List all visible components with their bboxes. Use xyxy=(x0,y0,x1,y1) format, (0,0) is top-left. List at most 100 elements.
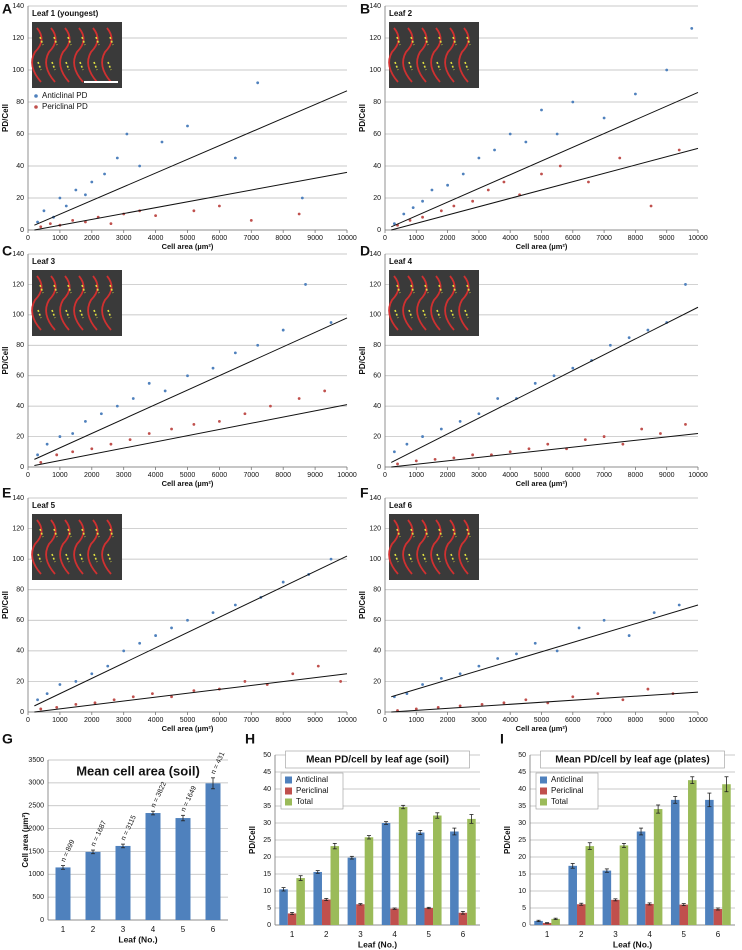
cell-outline xyxy=(87,275,99,331)
y-tick-label: 100 xyxy=(12,312,24,319)
y-axis-label: PD/Cell xyxy=(1,104,10,132)
y-tick-label: 80 xyxy=(373,587,381,594)
x-tick-label: 5000 xyxy=(534,717,550,724)
cell-outline xyxy=(416,519,428,575)
cell-outline xyxy=(388,275,400,331)
scatter-point xyxy=(233,603,237,607)
pd-marks xyxy=(93,284,100,319)
x-tick-label: 1000 xyxy=(52,235,68,242)
scatter-point xyxy=(131,397,135,400)
scatter-point xyxy=(163,389,167,393)
scatter-point xyxy=(39,707,43,711)
x-tick-label: 6 xyxy=(211,925,216,934)
scatter-point xyxy=(496,397,500,400)
cell-outline xyxy=(416,27,428,83)
scatter-point xyxy=(71,432,75,435)
legend-swatch xyxy=(285,798,292,806)
scatter-point xyxy=(291,672,295,676)
y-tick-label: 5 xyxy=(267,905,271,912)
bar xyxy=(542,922,552,925)
scatter-point xyxy=(192,423,196,426)
scatter-point xyxy=(323,389,327,393)
scatter-point xyxy=(508,132,512,136)
cell-outline xyxy=(444,519,456,575)
y-tick-label: 20 xyxy=(263,854,271,861)
cell-outline xyxy=(416,275,428,331)
y-tick-label: 15 xyxy=(263,871,271,878)
scatter-point xyxy=(147,381,151,385)
bar xyxy=(679,904,689,925)
scatter-point xyxy=(677,148,681,152)
scatter-point xyxy=(115,156,119,160)
x-tick-label: 8000 xyxy=(628,235,644,242)
pd-marks xyxy=(37,284,44,319)
scatter-point xyxy=(55,453,59,457)
y-tick-label: 1500 xyxy=(28,848,44,855)
scatter-point xyxy=(125,132,129,136)
pd-marks xyxy=(436,284,443,319)
title-box xyxy=(285,750,470,769)
scatter-point xyxy=(439,427,443,431)
cell-outline xyxy=(388,27,400,83)
pd-marks xyxy=(51,36,58,71)
scatter-point xyxy=(211,366,215,370)
scatter-point xyxy=(402,212,406,216)
bar xyxy=(330,846,340,925)
x-axis-label: Cell area (µm²) xyxy=(516,724,568,733)
panel-label: D xyxy=(360,243,370,259)
y-tick-label: 3000 xyxy=(28,780,44,787)
cell-outline xyxy=(458,27,470,83)
scatter-point xyxy=(39,461,43,464)
scatter-point xyxy=(596,692,600,696)
bar xyxy=(321,899,331,925)
bar xyxy=(551,918,560,925)
scatter-point xyxy=(690,27,694,30)
x-tick-label: 4000 xyxy=(502,717,518,724)
y-tick-label: 15 xyxy=(518,871,526,878)
scatter-point xyxy=(634,92,637,96)
x-tick-label: 7000 xyxy=(596,472,612,479)
scatter-point xyxy=(131,695,135,699)
bar xyxy=(364,837,374,925)
x-tick-label: 0 xyxy=(383,717,387,724)
y-axis-label: PD/Cell xyxy=(358,346,367,374)
bar xyxy=(568,865,577,925)
y-tick-label: 120 xyxy=(369,35,381,42)
x-tick-label: 1 xyxy=(61,925,66,934)
scatter-point xyxy=(433,457,437,461)
y-tick-label: 60 xyxy=(373,131,381,138)
cell-outline xyxy=(101,27,113,83)
y-tick-label: 60 xyxy=(16,131,24,138)
scatter-point xyxy=(84,193,87,197)
x-tick-label: 6000 xyxy=(565,717,581,724)
scatter-point xyxy=(558,164,562,168)
x-tick-label: 6000 xyxy=(212,717,228,724)
scatter-point xyxy=(154,214,158,218)
scatter-point xyxy=(99,412,103,416)
scatter-point xyxy=(90,672,94,676)
y-tick-label: 80 xyxy=(16,99,24,106)
legend-swatch xyxy=(285,787,292,795)
panel-label: C xyxy=(2,243,12,259)
scatter-point xyxy=(571,366,575,370)
y-tick-label: 60 xyxy=(373,373,381,380)
cell-outline xyxy=(101,519,113,575)
x-tick-label: 9000 xyxy=(307,717,323,724)
panel-label: A xyxy=(2,1,12,17)
scatter-point xyxy=(446,183,449,187)
bar xyxy=(390,908,399,925)
bar xyxy=(576,904,586,925)
pd-marks xyxy=(436,528,443,563)
scatter-point xyxy=(243,412,247,416)
y-tick-label: 60 xyxy=(16,373,24,380)
x-tick-label: 6 xyxy=(716,930,721,939)
y-tick-label: 140 xyxy=(12,3,24,10)
scatter-point xyxy=(546,442,550,446)
scatter-point xyxy=(621,442,625,446)
scatter-point xyxy=(45,442,49,446)
y-tick-label: 120 xyxy=(12,35,24,42)
legend-swatch xyxy=(540,776,547,784)
x-tick-label: 5000 xyxy=(180,235,196,242)
x-tick-label: 2 xyxy=(324,930,329,939)
scatter-point xyxy=(684,283,687,286)
